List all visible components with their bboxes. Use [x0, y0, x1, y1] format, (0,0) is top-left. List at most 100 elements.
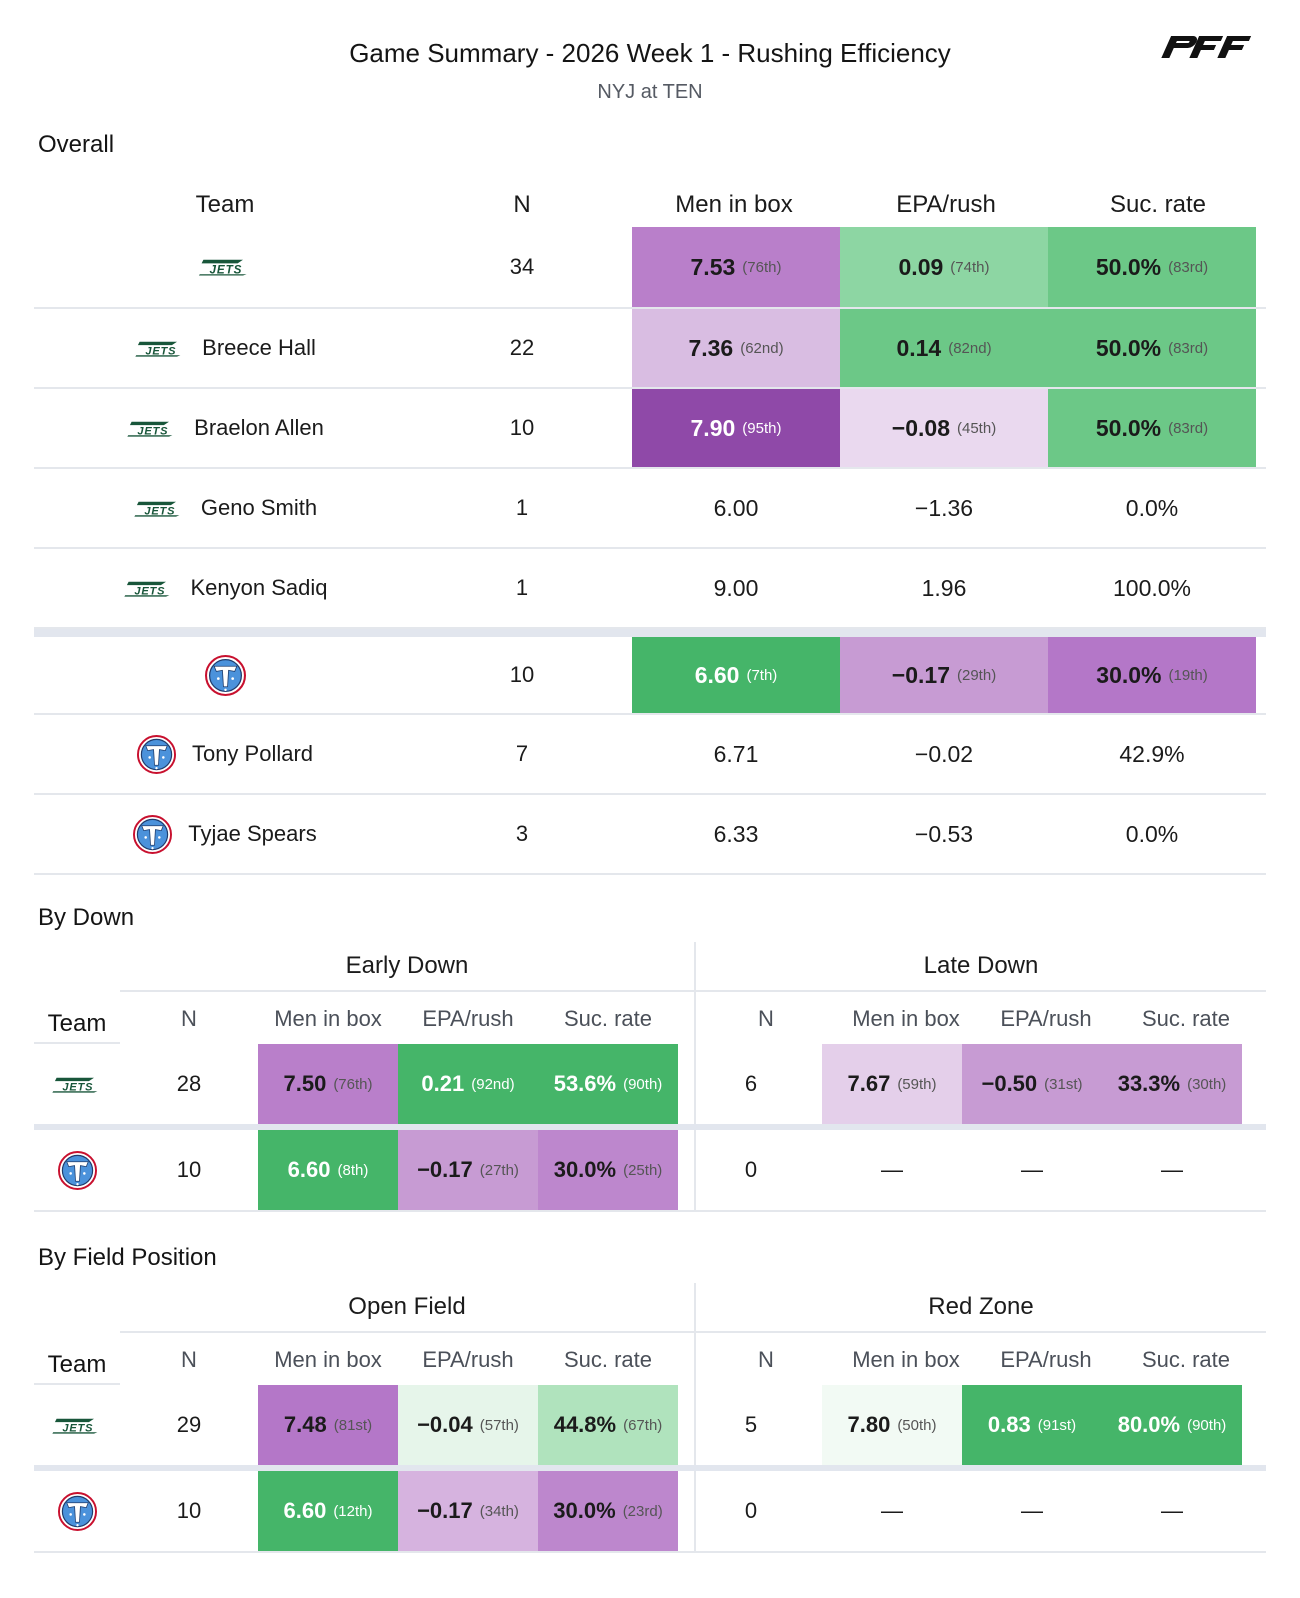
n-cell: 0: [744, 1157, 758, 1182]
suc-cell-suc-rank: (83rd): [1168, 419, 1209, 437]
jets-logo-icon: JETS: [135, 341, 181, 357]
table-row: 10 6.60 (7th) −0.17 (29th) 30.0% (19th): [34, 629, 1266, 715]
men-cell-men-rank: (81st): [333, 1416, 373, 1434]
n-cell: 3: [515, 821, 529, 846]
n-cell: 22: [509, 335, 535, 360]
epa-cell-epa: −0.04 (57th): [398, 1385, 538, 1465]
n-cell: 0: [744, 1498, 758, 1523]
suc-cell-suc: 0.0%: [1048, 795, 1256, 873]
table-row: JETS 28 7.50 (76th) 0.21 (92nd) 53.6% (90th) 6 7.…: [34, 1044, 1266, 1126]
suc-cell-suc-rank: (90th): [1187, 1416, 1227, 1434]
group-divider: [694, 1283, 696, 1553]
epa-cell-epa-rank: (57th): [479, 1416, 519, 1434]
team-cell: JETS: [34, 1044, 120, 1124]
table-row: JETS Breece Hall 22 7.36 (62nd) 0.14 (82nd) 50.…: [34, 309, 1266, 389]
suc-cell-suc-value: 0.0%: [1125, 494, 1179, 521]
sub-header-left: N Men in box EPA/rush Suc. rate: [120, 1335, 678, 1385]
n-cell: 7: [515, 741, 529, 766]
table-row: JETS Kenyon Sadiq 1 9.00 1.96 100.0%: [34, 549, 1266, 629]
sub-header-right: N Men in box EPA/rush Suc. rate: [696, 994, 1256, 1044]
table-row: Tyjae Spears 3 6.33 −0.53 0.0%: [34, 795, 1266, 875]
men-cell-men: 6.33: [632, 795, 840, 873]
men-cell-men: 7.48 (81st): [258, 1385, 398, 1465]
epa-cell-epa-rank: (31st): [1044, 1075, 1083, 1093]
jets-logo-icon: JETS: [123, 581, 169, 597]
header-team: Team: [195, 191, 255, 218]
men-cell-men-value: 7.36: [688, 334, 734, 361]
men-cell-men: 9.00: [632, 549, 840, 627]
epa-cell-epa-value: −0.02: [914, 740, 974, 767]
jets-logo-icon: JETS: [134, 501, 180, 517]
men-cell-men-value: 7.53: [690, 253, 736, 280]
suc-cell-suc-value: 33.3%: [1117, 1071, 1181, 1096]
epa-cell-epa-value: −0.17: [891, 661, 950, 688]
suc-cell-suc-value: 42.9%: [1119, 740, 1185, 767]
men-cell-men: 7.90 (95th): [632, 389, 840, 467]
epa-cell-epa-value: −0.08: [891, 414, 950, 441]
overall-table: Team N Men in box EPA/rush Suc. rate JET…: [34, 183, 1266, 875]
epa-cell-epa-rank: (92nd): [471, 1075, 515, 1093]
epa-cell-epa-value: −0.50: [981, 1071, 1038, 1096]
men-cell-men: 7.67 (59th): [822, 1044, 962, 1124]
suc-cell-suc: —: [1102, 1471, 1242, 1551]
suc-cell-suc: 30.0% (19th): [1048, 637, 1256, 713]
epa-cell-epa: −0.17 (29th): [840, 637, 1048, 713]
suc-cell-suc: 0.0%: [1048, 469, 1256, 547]
suc-cell-suc: 53.6% (90th): [538, 1044, 678, 1124]
men-cell-men: 6.71: [632, 715, 840, 793]
jets-logo-icon: JETS: [198, 259, 247, 276]
suc-cell-suc-rank: (90th): [623, 1075, 663, 1093]
by-down-table: Early Down Late Down Team N Men in box EPA/ru…: [34, 942, 1266, 1214]
men-cell-men: —: [822, 1130, 962, 1210]
n-cell: 28: [176, 1071, 202, 1096]
header-n: N: [513, 191, 531, 218]
men-cell-men: 6.60 (8th): [258, 1130, 398, 1210]
epa-cell-epa: 0.21 (92nd): [398, 1044, 538, 1124]
epa-cell-epa: −0.08 (45th): [840, 389, 1048, 467]
epa-cell-epa-value: −0.17: [417, 1157, 473, 1182]
header-n: N: [181, 1006, 197, 1031]
epa-cell-epa: 0.14 (82nd): [840, 309, 1048, 387]
men-cell-men-value: —: [881, 1498, 903, 1523]
epa-cell-epa: −0.02: [840, 715, 1048, 793]
epa-cell-epa-value: —: [1021, 1157, 1043, 1182]
header-epa-rush: EPA/rush: [422, 1347, 514, 1372]
suc-cell-suc-value: 44.8%: [553, 1412, 617, 1437]
suc-cell-suc: 30.0% (23rd): [538, 1471, 678, 1551]
epa-cell-epa: −1.36: [840, 469, 1048, 547]
header-n: N: [758, 1006, 774, 1031]
n-cell: 29: [176, 1412, 202, 1437]
epa-cell-epa-value: −0.17: [417, 1498, 473, 1523]
section-by-down-label: By Down: [38, 904, 135, 931]
epa-cell-epa-value: −0.53: [914, 820, 974, 847]
epa-cell-epa-rank: (27th): [479, 1161, 519, 1179]
pff-logo: [1161, 36, 1252, 58]
team-cell: JETS: [34, 1385, 120, 1465]
team-cell: JETS Braelon Allen: [34, 389, 416, 467]
men-cell-men-value: 6.71: [713, 740, 759, 767]
epa-cell-epa: 1.96: [840, 549, 1048, 627]
header-n: N: [758, 1347, 774, 1372]
suc-cell-suc-value: 0.0%: [1125, 820, 1179, 847]
section-overall-label: Overall: [38, 131, 115, 158]
men-cell-men-value: 7.90: [690, 414, 736, 441]
men-cell-men-value: 6.60: [283, 1498, 327, 1523]
header: Game Summary - 2026 Week 1 - Rushing Eff…: [0, 38, 1300, 104]
men-cell-men-rank: (50th): [897, 1416, 937, 1434]
epa-cell-epa-value: 0.21: [421, 1071, 465, 1096]
n-cell: 34: [509, 254, 535, 279]
page-title: Game Summary - 2026 Week 1 - Rushing Eff…: [349, 38, 951, 68]
suc-cell-suc-rank: (19th): [1168, 666, 1208, 684]
header-men-in-box: Men in box: [274, 1006, 382, 1031]
sub-header-right: N Men in box EPA/rush Suc. rate: [696, 1335, 1256, 1385]
men-cell-men-rank: (76th): [333, 1075, 373, 1093]
epa-cell-epa: −0.50 (31st): [962, 1044, 1102, 1124]
suc-cell-suc: 30.0% (25th): [538, 1130, 678, 1210]
suc-cell-suc-value: 50.0%: [1095, 253, 1162, 280]
men-cell-men-rank: (95th): [742, 419, 782, 437]
suc-cell-suc: 100.0%: [1048, 549, 1256, 627]
men-cell-men-value: 7.80: [847, 1412, 891, 1437]
epa-cell-epa-value: −0.04: [417, 1412, 473, 1437]
suc-cell-suc-value: 53.6%: [553, 1071, 617, 1096]
